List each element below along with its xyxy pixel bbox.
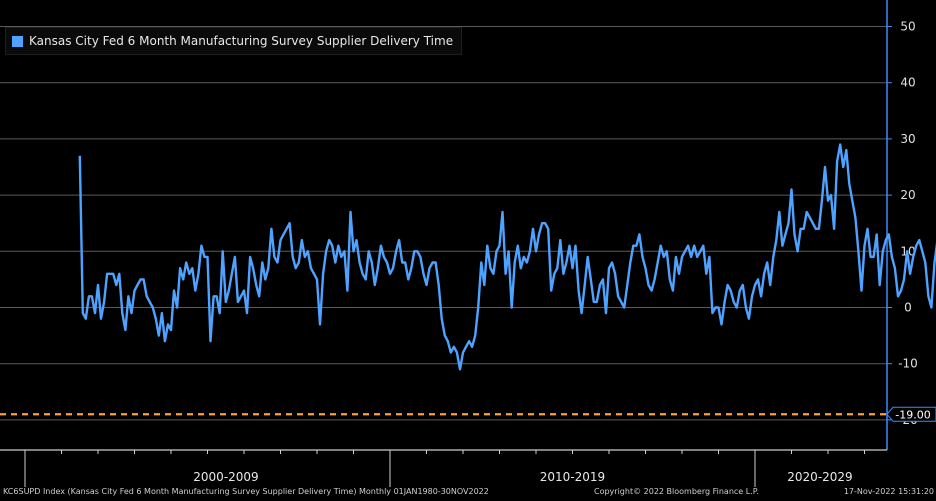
- y-tick-label: -10: [898, 357, 918, 371]
- line-chart: -20-10010203040502000-20092010-20192020-…: [0, 0, 936, 487]
- y-tick-label: 0: [904, 301, 912, 315]
- y-tick-label: 40: [900, 76, 915, 90]
- x-tick-label: 2000-2009: [193, 470, 258, 484]
- x-tick-label: 2020-2029: [787, 470, 852, 484]
- x-tick-label: 2010-2019: [540, 470, 605, 484]
- legend-label: Kansas City Fed 6 Month Manufacturing Su…: [29, 34, 454, 48]
- y-tick-label: 30: [900, 132, 915, 146]
- footer-timestamp: 17-Nov-2022 15:31:20: [843, 487, 934, 496]
- footer: KC6SUPD Index (Kansas City Fed 6 Month M…: [0, 487, 936, 501]
- last-value-box: [886, 406, 936, 422]
- y-tick-label: 20: [900, 188, 915, 202]
- chart-legend: Kansas City Fed 6 Month Manufacturing Su…: [5, 27, 463, 55]
- series-line: [78, 143, 936, 371]
- footer-copyright: Copyright© 2022 Bloomberg Finance L.P.: [594, 487, 759, 496]
- last-value-label: -19.00: [895, 408, 930, 421]
- legend-swatch: [12, 35, 23, 47]
- y-tick-label: 50: [900, 20, 915, 34]
- footer-source: KC6SUPD Index (Kansas City Fed 6 Month M…: [3, 487, 489, 496]
